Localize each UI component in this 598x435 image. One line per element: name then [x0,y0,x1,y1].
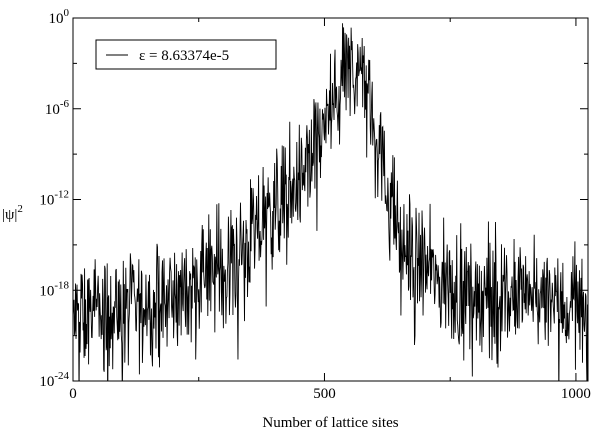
ticks-layer: 0 500 1000 100 10-6 10-12 10-18 10-24 [39,7,591,402]
data-layer [73,23,588,381]
y-axis-label-sup: 2 [17,203,23,215]
legend-label: ε = 8.63374e-5 [139,48,229,64]
y-tick-label: 10-24 [39,370,69,390]
series-line [73,23,588,381]
y-tick-label: 10-6 [45,98,70,118]
y-axis-label: |ψ|2 [2,203,23,223]
y-axis-label-text: |ψ| [2,207,17,223]
x-tick-label: 1000 [561,386,591,402]
legend: ε = 8.63374e-5 [95,39,277,70]
y-tick-label: 100 [49,7,70,27]
x-tick-label: 500 [313,386,336,402]
y-tick-label: 10-18 [39,279,69,299]
x-tick-label: 0 [69,386,77,402]
y-tick-label: 10-12 [39,189,69,209]
x-axis-label: Number of lattice sites [262,415,398,431]
